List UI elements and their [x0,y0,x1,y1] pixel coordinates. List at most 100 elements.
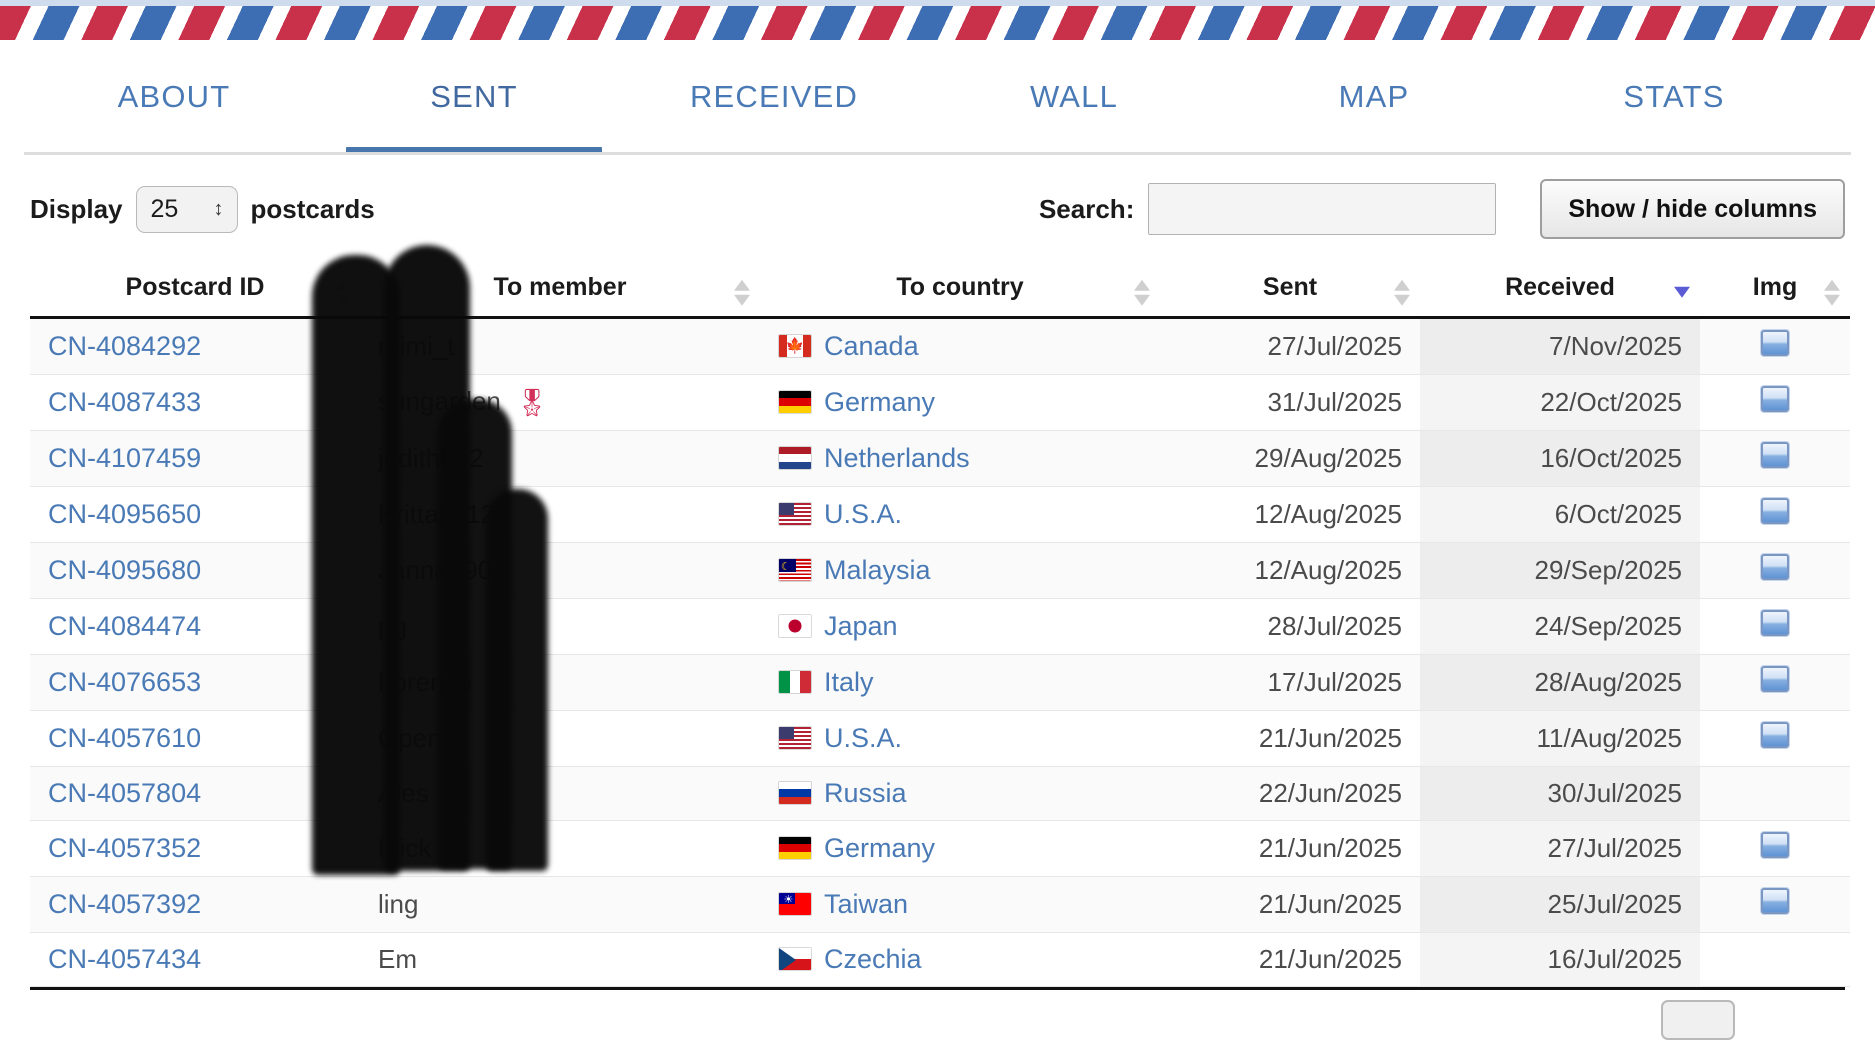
table-controls: Display 102550100 ↕ postcards Search: Sh… [0,155,1875,263]
postcard-id-link[interactable]: CN-4057434 [48,944,202,974]
postcard-id-link[interactable]: CN-4084292 [48,331,202,361]
sort-arrows-icon[interactable] [1134,275,1150,309]
member-name[interactable]: Lorenzo [378,667,472,697]
country-link[interactable]: Netherlands [824,443,970,473]
postcards-table: Postcard ID To member To country Sent Receiv… [30,263,1850,987]
flag-us-icon [778,502,812,526]
tab-wall[interactable]: WALL [1029,79,1119,114]
cell-postcard-id: CN-4095680 [30,542,360,599]
postcard-id-link[interactable]: CN-4057804 [48,778,202,808]
thumbnail-icon[interactable] [1761,610,1789,636]
member-name[interactable]: pg [378,611,407,641]
column-header-recv[interactable]: Received [1420,263,1700,319]
cell-postcard-id: CN-4084292 [30,317,360,375]
postcard-id-link[interactable]: CN-4087433 [48,387,202,417]
cell-to-country: ☀ Taiwan [760,876,1160,933]
member-name[interactable]: ling [378,889,419,919]
thumbnail-icon[interactable] [1761,832,1789,858]
cell-image [1700,486,1850,543]
country-link[interactable]: Canada [824,331,919,361]
cell-sent-date: 31/Jul/2025 [1160,374,1420,431]
tab-about[interactable]: ABOUT [117,79,231,114]
thumbnail-icon[interactable] [1761,498,1789,524]
postcard-id-link[interactable]: CN-4095680 [48,555,202,585]
thumbnail-icon[interactable] [1761,442,1789,468]
thumbnail-icon[interactable] [1761,666,1789,692]
postcard-id-link[interactable]: CN-4095650 [48,499,202,529]
show-hide-columns-button[interactable]: Show / hide columns [1540,179,1845,239]
column-header-member[interactable]: To member [360,263,760,319]
column-header-country[interactable]: To country [760,263,1160,319]
country-link[interactable]: Germany [824,387,936,417]
member-name[interactable]: Jannah90 [378,555,493,585]
cell-to-country: Japan [760,598,1160,655]
postcard-id-link[interactable]: CN-4107459 [48,443,202,473]
country-link[interactable]: Russia [824,778,907,808]
flag-tw-icon: ☀ [778,892,812,916]
sort-arrows-icon[interactable] [1394,275,1410,309]
table-bottom-rule [30,987,1845,990]
tab-sent[interactable]: SENT [324,40,624,153]
postcard-id-link[interactable]: CN-4076653 [48,667,202,697]
country-link[interactable]: Taiwan [824,889,909,919]
country-link[interactable]: Italy [824,667,874,697]
member-name[interactable]: judithb12 [378,443,484,473]
cell-received-date: 16/Oct/2025 [1420,430,1700,487]
country-link[interactable]: U.S.A. [824,499,903,529]
award-ribbon-icon: 🎖 [514,388,550,418]
cell-image [1700,374,1850,431]
page-length-select-wrap: 102550100 ↕ [135,185,238,233]
cell-sent-date: 28/Jul/2025 [1160,598,1420,655]
search-input[interactable] [1148,183,1497,235]
member-name[interactable]: Ales [378,778,429,808]
member-name[interactable]: mimi_t [378,331,455,361]
search-label: Search: [1038,193,1135,224]
country-link[interactable]: Japan [824,611,898,641]
tab-stats[interactable]: STATS [1623,79,1725,114]
pagination-button[interactable] [1661,1000,1735,1040]
column-header-label: Sent [1262,273,1318,301]
table-row: CN-4084474 pg Japan 28/Jul/2025 24/Sep/2025 [30,598,1850,655]
sort-arrows-icon[interactable] [334,275,350,309]
table-row: CN-4095650 Brittany12 U.S.A. 12/Aug/2025 6/… [30,486,1850,543]
tab-received[interactable]: RECEIVED [689,79,859,114]
postcard-id-link[interactable]: CN-4084474 [48,611,202,641]
country-link[interactable]: U.S.A. [824,723,903,753]
member-name[interactable]: Brittany12 [378,499,496,529]
country-link[interactable]: Czechia [824,944,922,974]
column-header-id[interactable]: Postcard ID [30,263,360,319]
cell-to-member: Jannah90 [360,542,760,599]
country-link[interactable]: Germany [824,833,936,863]
flag-ca-icon: 🍁 [778,334,812,358]
member-name[interactable]: Em [378,944,417,974]
postcard-id-link[interactable]: CN-4057610 [48,723,202,753]
banner-top-edge [0,0,1875,6]
page-length-control: Display 102550100 ↕ postcards [30,185,375,233]
member-name[interactable]: OpenR [378,723,461,753]
cell-sent-date: 12/Aug/2025 [1160,486,1420,543]
tab-map[interactable]: MAP [1338,79,1410,114]
column-header-img[interactable]: Img [1700,263,1850,319]
sort-arrows-icon[interactable] [1824,275,1840,309]
thumbnail-icon[interactable] [1761,386,1789,412]
cell-received-date: 30/Jul/2025 [1420,766,1700,821]
postcard-id-link[interactable]: CN-4057392 [48,889,202,919]
member-name[interactable]: sungarden [378,386,501,416]
thumbnail-icon[interactable] [1761,722,1789,748]
sort-arrows-icon[interactable] [1674,275,1690,309]
thumbnail-icon[interactable] [1761,554,1789,580]
sort-arrows-icon[interactable] [734,275,750,309]
member-name[interactable]: Flick [378,833,432,863]
cell-received-date: 25/Jul/2025 [1420,876,1700,933]
cell-to-member: OpenR [360,710,760,767]
table-header-row: Postcard ID To member To country Sent Receiv… [30,263,1850,319]
postcard-id-link[interactable]: CN-4057352 [48,833,202,863]
page-length-select[interactable]: 102550100 [135,185,238,233]
thumbnail-icon[interactable] [1761,330,1789,356]
cell-postcard-id: CN-4057392 [30,876,360,933]
cell-to-member: mimi_t [360,317,760,375]
thumbnail-icon[interactable] [1761,888,1789,914]
column-header-sent[interactable]: Sent [1160,263,1420,319]
country-link[interactable]: Malaysia [824,555,931,585]
cell-to-member: judithb12 [360,430,760,487]
